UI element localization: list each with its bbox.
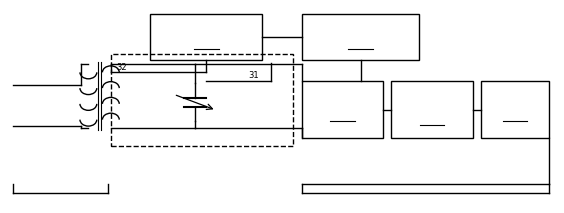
FancyBboxPatch shape [302, 14, 420, 60]
FancyBboxPatch shape [391, 81, 473, 138]
FancyBboxPatch shape [481, 81, 549, 138]
Text: 32: 32 [116, 63, 127, 72]
FancyBboxPatch shape [302, 81, 383, 138]
FancyBboxPatch shape [150, 14, 262, 60]
Text: 31: 31 [248, 71, 259, 80]
